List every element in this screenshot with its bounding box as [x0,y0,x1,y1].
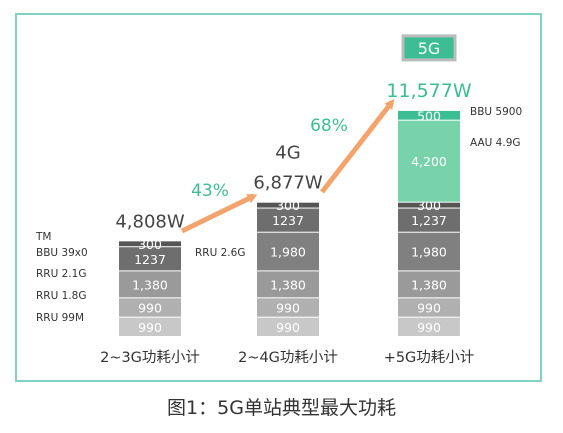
bar-segment [119,241,181,247]
segment-value-label: 990 [417,320,441,335]
bar-segment [257,202,319,208]
segment-value-label: 300 [138,237,162,252]
segment-value-label: 1,380 [411,277,447,292]
total-label: 6,877W [253,173,323,194]
badge-5g-label: 5G [418,39,441,58]
figure-caption: 图1：5G单站典型最大功耗 [167,397,396,419]
bar-segment [257,271,319,298]
bar-segment [398,317,460,336]
badge-5g [401,34,457,62]
bar-segment [119,298,181,317]
segment-value-label: 990 [138,320,162,335]
bar-segment [119,271,181,298]
bar-segment [398,110,460,120]
segment-value-label: 990 [276,301,300,316]
total-label: 4,808W [115,211,185,232]
bar-segment [398,232,460,271]
segment-value-label: 1,380 [270,277,306,292]
category-label: +5G功耗小计 [384,349,475,366]
component-label: BBU 5900 [470,106,522,118]
segment-value-label: 4,200 [411,154,447,169]
bar-segment [398,271,460,298]
category-label: 2~4G功耗小计 [238,349,338,366]
component-label: RRU 99M [36,312,84,324]
segment-value-label: 1237 [272,213,304,228]
bar-segment [257,298,319,317]
component-label: AAU 4.9G [470,137,521,149]
segment-value-label: 500 [417,108,441,123]
category-label: 2~3G功耗小计 [100,349,200,366]
bar-segment [257,317,319,336]
segment-value-label: 300 [276,198,300,213]
segment-value-label: 1,980 [411,245,447,260]
segment-value-label: 300 [417,198,441,213]
growth-label: 68% [310,116,348,136]
chart-frame [15,13,542,382]
component-label: RRU 2.6G [195,247,245,259]
growth-label: 43% [191,181,229,201]
component-label: TM [35,231,51,243]
segment-value-label: 1,980 [270,245,306,260]
bar-segment [398,298,460,317]
column-title: 4G [275,143,300,164]
segment-value-label: 990 [276,320,300,335]
component-label: BBU 39x0 [36,247,88,259]
segment-value-label: 1,380 [132,277,168,292]
bar-segment [119,247,181,271]
growth-arrow [180,193,258,234]
bar-segment [257,208,319,232]
segment-value-label: 990 [138,301,162,316]
bar-segment [119,317,181,336]
segment-value-label: 1237 [134,252,166,267]
total-label: 11,577W [386,80,471,102]
bar-segment [398,120,460,202]
segment-value-label: 990 [417,301,441,316]
growth-arrow [320,98,395,194]
segment-value-label: 1,237 [411,213,447,228]
component-label: RRU 1.8G [36,290,86,302]
bar-segment [398,202,460,208]
component-label: RRU 2.1G [36,268,86,280]
bar-segment [398,208,460,232]
bar-segment [257,232,319,271]
